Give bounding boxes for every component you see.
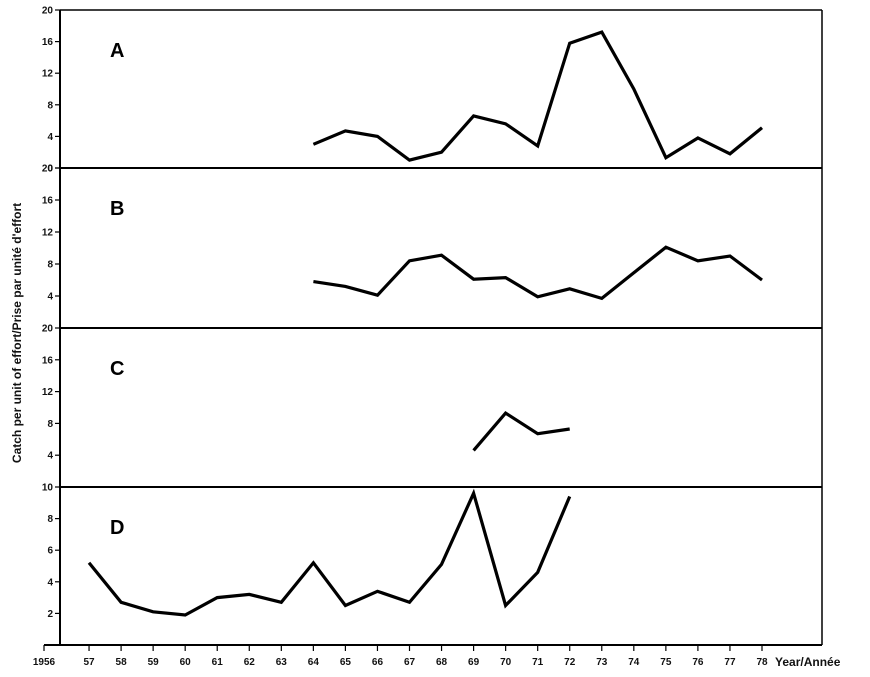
x-tick-label: 64 [308,657,320,668]
x-tick-label: 62 [244,657,256,668]
x-tick-label: 69 [468,657,480,668]
panel-a: 20 16 12 8 4 0 A [42,6,764,175]
series-line [312,30,764,162]
y-tick-label: 8 [47,419,53,430]
y-tick-label: 0 [47,164,53,175]
x-axis: 1956 57 58 59 60 61 62 63 64 65 66 67 68 69 70 71 72 73 74… [33,645,841,669]
x-tick-label: 1956 [33,657,56,668]
x-tick-label: 60 [180,657,192,668]
y-tick-label: 6 [47,546,53,557]
x-axis-label: Year/Année [775,655,841,669]
panel-b: 20 16 12 8 4 B [42,164,763,303]
x-tick-label: 65 [340,657,352,668]
panel-label: B [110,198,124,220]
chart-panels: 20 16 12 8 4 0 A 20 16 12 8 4 B 20 16 12 8 4 C 10 8 6 4 2 D [42,6,764,620]
x-tick-label: 75 [660,657,672,668]
y-tick-label: 4 [47,132,53,143]
y-tick-label: 12 [42,387,54,398]
x-tick-label: 59 [148,657,160,668]
y-tick-label: 4 [47,577,53,588]
x-tick-label: 71 [532,657,544,668]
panel-label: D [110,517,124,539]
x-tick-label: 63 [276,657,288,668]
y-tick-label: 12 [42,228,54,239]
panel-label: C [110,358,124,380]
y-tick-label: 4 [47,451,53,462]
panel-label: A [110,40,124,62]
panel-d: 10 8 6 4 2 D [42,483,572,620]
x-tick-label: 78 [756,657,768,668]
series-line [313,245,763,301]
y-tick-label: 16 [42,355,54,366]
y-tick-label: 12 [42,69,54,80]
x-tick-label: 74 [628,657,640,668]
x-tick-label: 77 [724,657,736,668]
y-tick-label: 20 [42,324,54,335]
x-tick-label: 67 [404,657,416,668]
y-tick-label: 16 [42,37,54,48]
panel-c: 20 16 12 8 4 C [42,324,570,462]
x-tick-label: 58 [116,657,128,668]
x-tick-label: 70 [500,657,512,668]
y-tick-label: 16 [42,196,54,207]
x-tick-label: 61 [212,657,224,668]
y-tick-label: 20 [42,164,54,175]
y-tick-label: 4 [47,292,53,303]
y-tick-label: 2 [47,609,53,620]
chart-frame [44,9,823,646]
x-tick-label: 57 [83,657,95,668]
y-tick-label: 8 [47,260,53,271]
x-tick-label: 76 [692,657,704,668]
x-tick-label: 66 [372,657,384,668]
y-axis-label: Catch per unit of effort/Prise par unité… [10,203,24,463]
y-tick-label: 20 [42,6,54,17]
x-tick-label: 73 [596,657,608,668]
x-tick-label: 68 [436,657,448,668]
series-line [87,488,572,617]
series-line [472,411,570,452]
x-tick-label: 72 [564,657,576,668]
y-tick-label: 8 [47,100,53,111]
y-tick-label: 10 [42,483,54,494]
y-tick-label: 8 [47,514,53,525]
